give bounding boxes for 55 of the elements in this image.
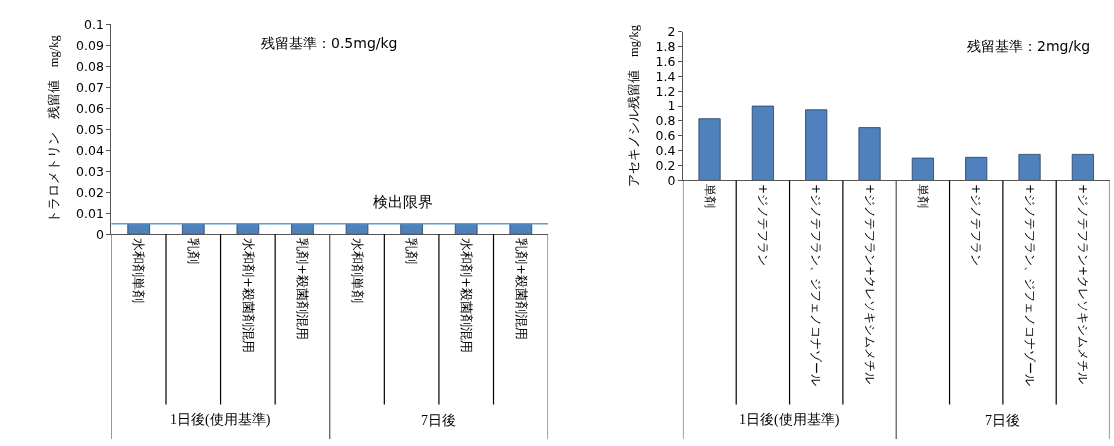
y-tick-label: 0.1 (84, 16, 104, 32)
x-tick-label: 乳剤 (404, 237, 420, 264)
y-tick-label: 1.8 (655, 38, 676, 54)
x-tick-label: 単剤 (915, 183, 930, 208)
y-tick-label: 0.03 (76, 163, 104, 179)
x-tick-label: +ジノテフラン、ジフェノコナゾール (1022, 183, 1037, 386)
y-tick-label: 0.01 (76, 205, 104, 221)
y-tick-label: 0.02 (76, 184, 104, 200)
y-axis-title: トラロメトリン 残留値 mg/kg (47, 34, 62, 224)
text: 7日後 (985, 413, 1020, 428)
y-tick-label: 0.4 (655, 143, 676, 159)
y-tick-label: 0.04 (76, 142, 104, 158)
y-tick-label: 0 (667, 172, 676, 188)
x-tick-label: +ジノテフラン+クレソキシムメチル (1075, 183, 1090, 385)
x-tick-label: +ジノテフラン (969, 183, 984, 266)
bar (965, 156, 988, 181)
y-tick-label: 0.2 (655, 157, 676, 173)
y-tick-label: 0.06 (76, 100, 104, 116)
annotation: 残留基準：0.5mg/kg (261, 35, 398, 51)
bar (805, 109, 828, 181)
y-axis-title: アセキノシル残留値 mg/kg (626, 24, 641, 188)
y-tick-label: 1.6 (655, 53, 676, 69)
y-tick-label: 0.08 (76, 58, 104, 74)
x-tick-label: 乳剤 (186, 237, 202, 264)
x-tick-label: 乳剤+殺菌剤混用 (513, 237, 529, 340)
bar (751, 105, 774, 181)
x-tick-label: 水和剤+殺菌剤混用 (458, 237, 474, 353)
bar (858, 127, 881, 181)
text: 7日後 (421, 413, 456, 428)
y-tick-label: 1 (667, 98, 676, 114)
annotation: 残留基準：2mg/kg (967, 38, 1091, 54)
bar (1018, 153, 1041, 181)
x-tick-label: 乳剤+殺菌剤混用 (295, 237, 311, 340)
x-tick-label: +ジノテフラン+クレソキシムメチル (862, 183, 877, 385)
y-tick-label: 0.6 (655, 128, 676, 144)
bar (911, 157, 934, 181)
ref-line-label: 検出限界 (373, 193, 433, 211)
x-tick-label: +ジノテフラン、ジフェノコナゾール (809, 183, 824, 386)
text: 1日後(使用基準) (170, 412, 271, 428)
y-tick-label: 2 (667, 24, 676, 40)
y-tick-label: 0.05 (76, 121, 104, 137)
y-tick-label: 1.2 (655, 83, 676, 99)
x-tick-label: 水和剤+殺菌剤混用 (240, 237, 256, 353)
x-tick-label: 単剤 (702, 183, 717, 208)
y-tick-label: 0.09 (76, 37, 104, 53)
x-tick-label: 水和剤単剤 (131, 237, 147, 303)
bar (1071, 153, 1094, 181)
y-tick-label: 0.07 (76, 79, 104, 95)
y-tick-label: 0.8 (655, 113, 676, 129)
x-tick-label: 水和剤単剤 (349, 237, 365, 303)
bar (698, 118, 721, 181)
y-tick-label: 0 (95, 226, 104, 242)
y-tick-label: 1.4 (655, 68, 676, 84)
x-tick-label: +ジノテフラン (755, 183, 770, 266)
text: 1日後(使用基準) (739, 412, 840, 428)
